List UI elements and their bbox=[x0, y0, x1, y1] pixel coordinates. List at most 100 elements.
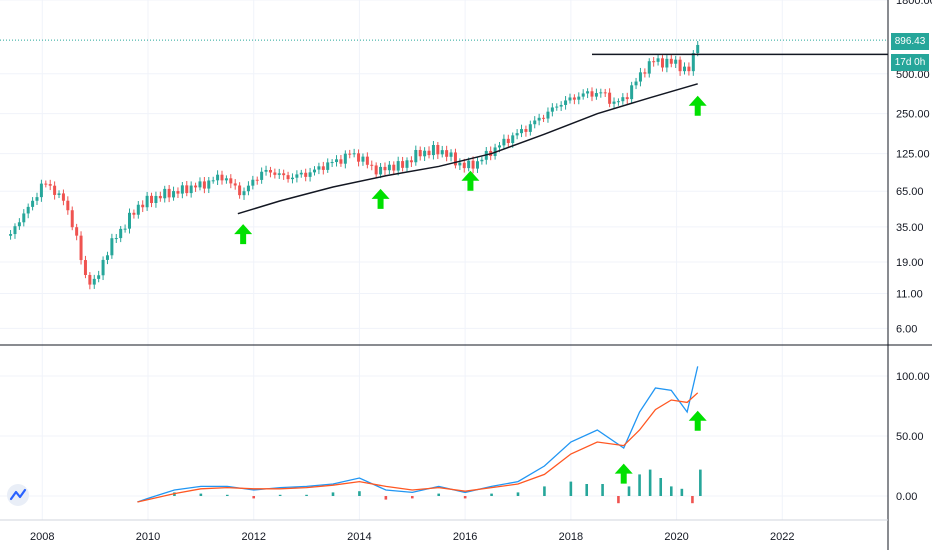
candle-body bbox=[277, 173, 281, 175]
candle-body bbox=[101, 259, 105, 276]
candle-body bbox=[17, 222, 21, 227]
price-arrow bbox=[688, 95, 707, 116]
candle-body bbox=[630, 85, 634, 100]
candle-body bbox=[145, 195, 149, 208]
candle-body bbox=[480, 159, 484, 162]
candle-body bbox=[392, 164, 396, 171]
candle-body bbox=[577, 96, 581, 100]
candle-body bbox=[374, 165, 378, 175]
candle-body bbox=[163, 188, 167, 199]
histogram-bar bbox=[569, 481, 573, 496]
x-tick-label: 2014 bbox=[347, 531, 371, 543]
candle-body bbox=[660, 58, 664, 68]
logo-glyph bbox=[9, 488, 27, 501]
candle-body bbox=[379, 166, 383, 175]
histogram-bar bbox=[358, 491, 361, 496]
candle-body bbox=[176, 191, 180, 194]
candle-body bbox=[453, 152, 457, 166]
oscillator-lines bbox=[137, 366, 699, 503]
candle-body bbox=[110, 238, 114, 256]
histogram-bar bbox=[199, 493, 203, 496]
candle-body bbox=[669, 58, 673, 64]
candle-body bbox=[498, 145, 501, 148]
candle-body bbox=[105, 255, 109, 260]
candle-body bbox=[48, 184, 52, 186]
candle-body bbox=[57, 193, 61, 195]
candle-body bbox=[119, 228, 123, 239]
candle-body bbox=[405, 160, 409, 168]
candle-body bbox=[568, 97, 572, 101]
candle-body bbox=[286, 175, 290, 180]
candle-body bbox=[621, 97, 625, 102]
histogram-bar bbox=[305, 494, 308, 496]
histogram-bar bbox=[384, 496, 388, 500]
candle-body bbox=[150, 195, 154, 204]
candle-body bbox=[154, 195, 158, 204]
candle-body bbox=[167, 188, 171, 198]
candle-body bbox=[590, 91, 594, 97]
candle-body bbox=[550, 107, 554, 112]
price-candles bbox=[9, 41, 700, 290]
candle-body bbox=[414, 149, 418, 163]
candle-body bbox=[180, 185, 184, 194]
candle-body bbox=[542, 117, 546, 119]
histogram-bar bbox=[437, 493, 441, 496]
candle-body bbox=[238, 185, 242, 196]
candle-body bbox=[141, 204, 145, 208]
histogram-bar bbox=[669, 486, 673, 496]
histogram-bar bbox=[463, 496, 467, 499]
histogram-bar bbox=[585, 484, 589, 496]
candle-body bbox=[295, 174, 299, 178]
candle-body bbox=[365, 156, 369, 165]
histogram-bar bbox=[410, 496, 414, 499]
candle-body bbox=[88, 274, 92, 285]
candle-body bbox=[471, 160, 475, 169]
candle-body bbox=[533, 120, 537, 125]
tick-labels: 2008 2010 2012 2014 2016 2018 2020 2022 1800.00 5… bbox=[30, 0, 932, 543]
arrow-up-icon bbox=[614, 463, 633, 484]
candle-body bbox=[31, 200, 35, 207]
candle-body bbox=[612, 101, 616, 104]
y-tick-label: 35.00 bbox=[896, 222, 924, 234]
price-arrow bbox=[461, 170, 480, 191]
arrow-up-icon bbox=[371, 188, 390, 209]
candle-body bbox=[683, 66, 686, 72]
candle-body bbox=[678, 59, 682, 72]
histogram-bar bbox=[490, 493, 493, 496]
candle-body bbox=[475, 161, 479, 169]
candle-body bbox=[431, 144, 435, 156]
histogram-bar bbox=[516, 492, 520, 496]
y-tick-label: 500.00 bbox=[896, 69, 930, 81]
candle-body bbox=[436, 144, 440, 155]
tradingview-logo-icon[interactable] bbox=[7, 484, 29, 506]
candle-body bbox=[317, 166, 321, 170]
candle-body bbox=[26, 206, 30, 214]
candle-body bbox=[343, 153, 347, 164]
candle-body bbox=[92, 278, 96, 285]
candle-body bbox=[66, 200, 70, 211]
osc-y-tick-label: 50.00 bbox=[896, 431, 924, 443]
histogram-bar bbox=[252, 496, 256, 499]
histogram-bar bbox=[331, 492, 335, 496]
candle-body bbox=[335, 159, 339, 163]
histogram-bar bbox=[617, 496, 620, 504]
histogram-bar bbox=[691, 496, 694, 504]
candle-body bbox=[423, 150, 427, 157]
candle-body bbox=[339, 159, 343, 164]
candle-body bbox=[520, 129, 524, 134]
arrow-up-icon bbox=[234, 224, 253, 245]
candle-body bbox=[229, 178, 233, 184]
candle-body bbox=[467, 160, 471, 169]
candle-body bbox=[233, 183, 237, 186]
candle-body bbox=[603, 92, 607, 94]
candle-body bbox=[220, 174, 224, 181]
osc-arrow bbox=[614, 463, 633, 484]
candle-body bbox=[39, 183, 43, 198]
candle-body bbox=[586, 91, 590, 94]
last-price-tag: 896.43 bbox=[891, 33, 929, 50]
candle-body bbox=[440, 150, 444, 155]
y-tick-label: 19.00 bbox=[896, 257, 924, 269]
